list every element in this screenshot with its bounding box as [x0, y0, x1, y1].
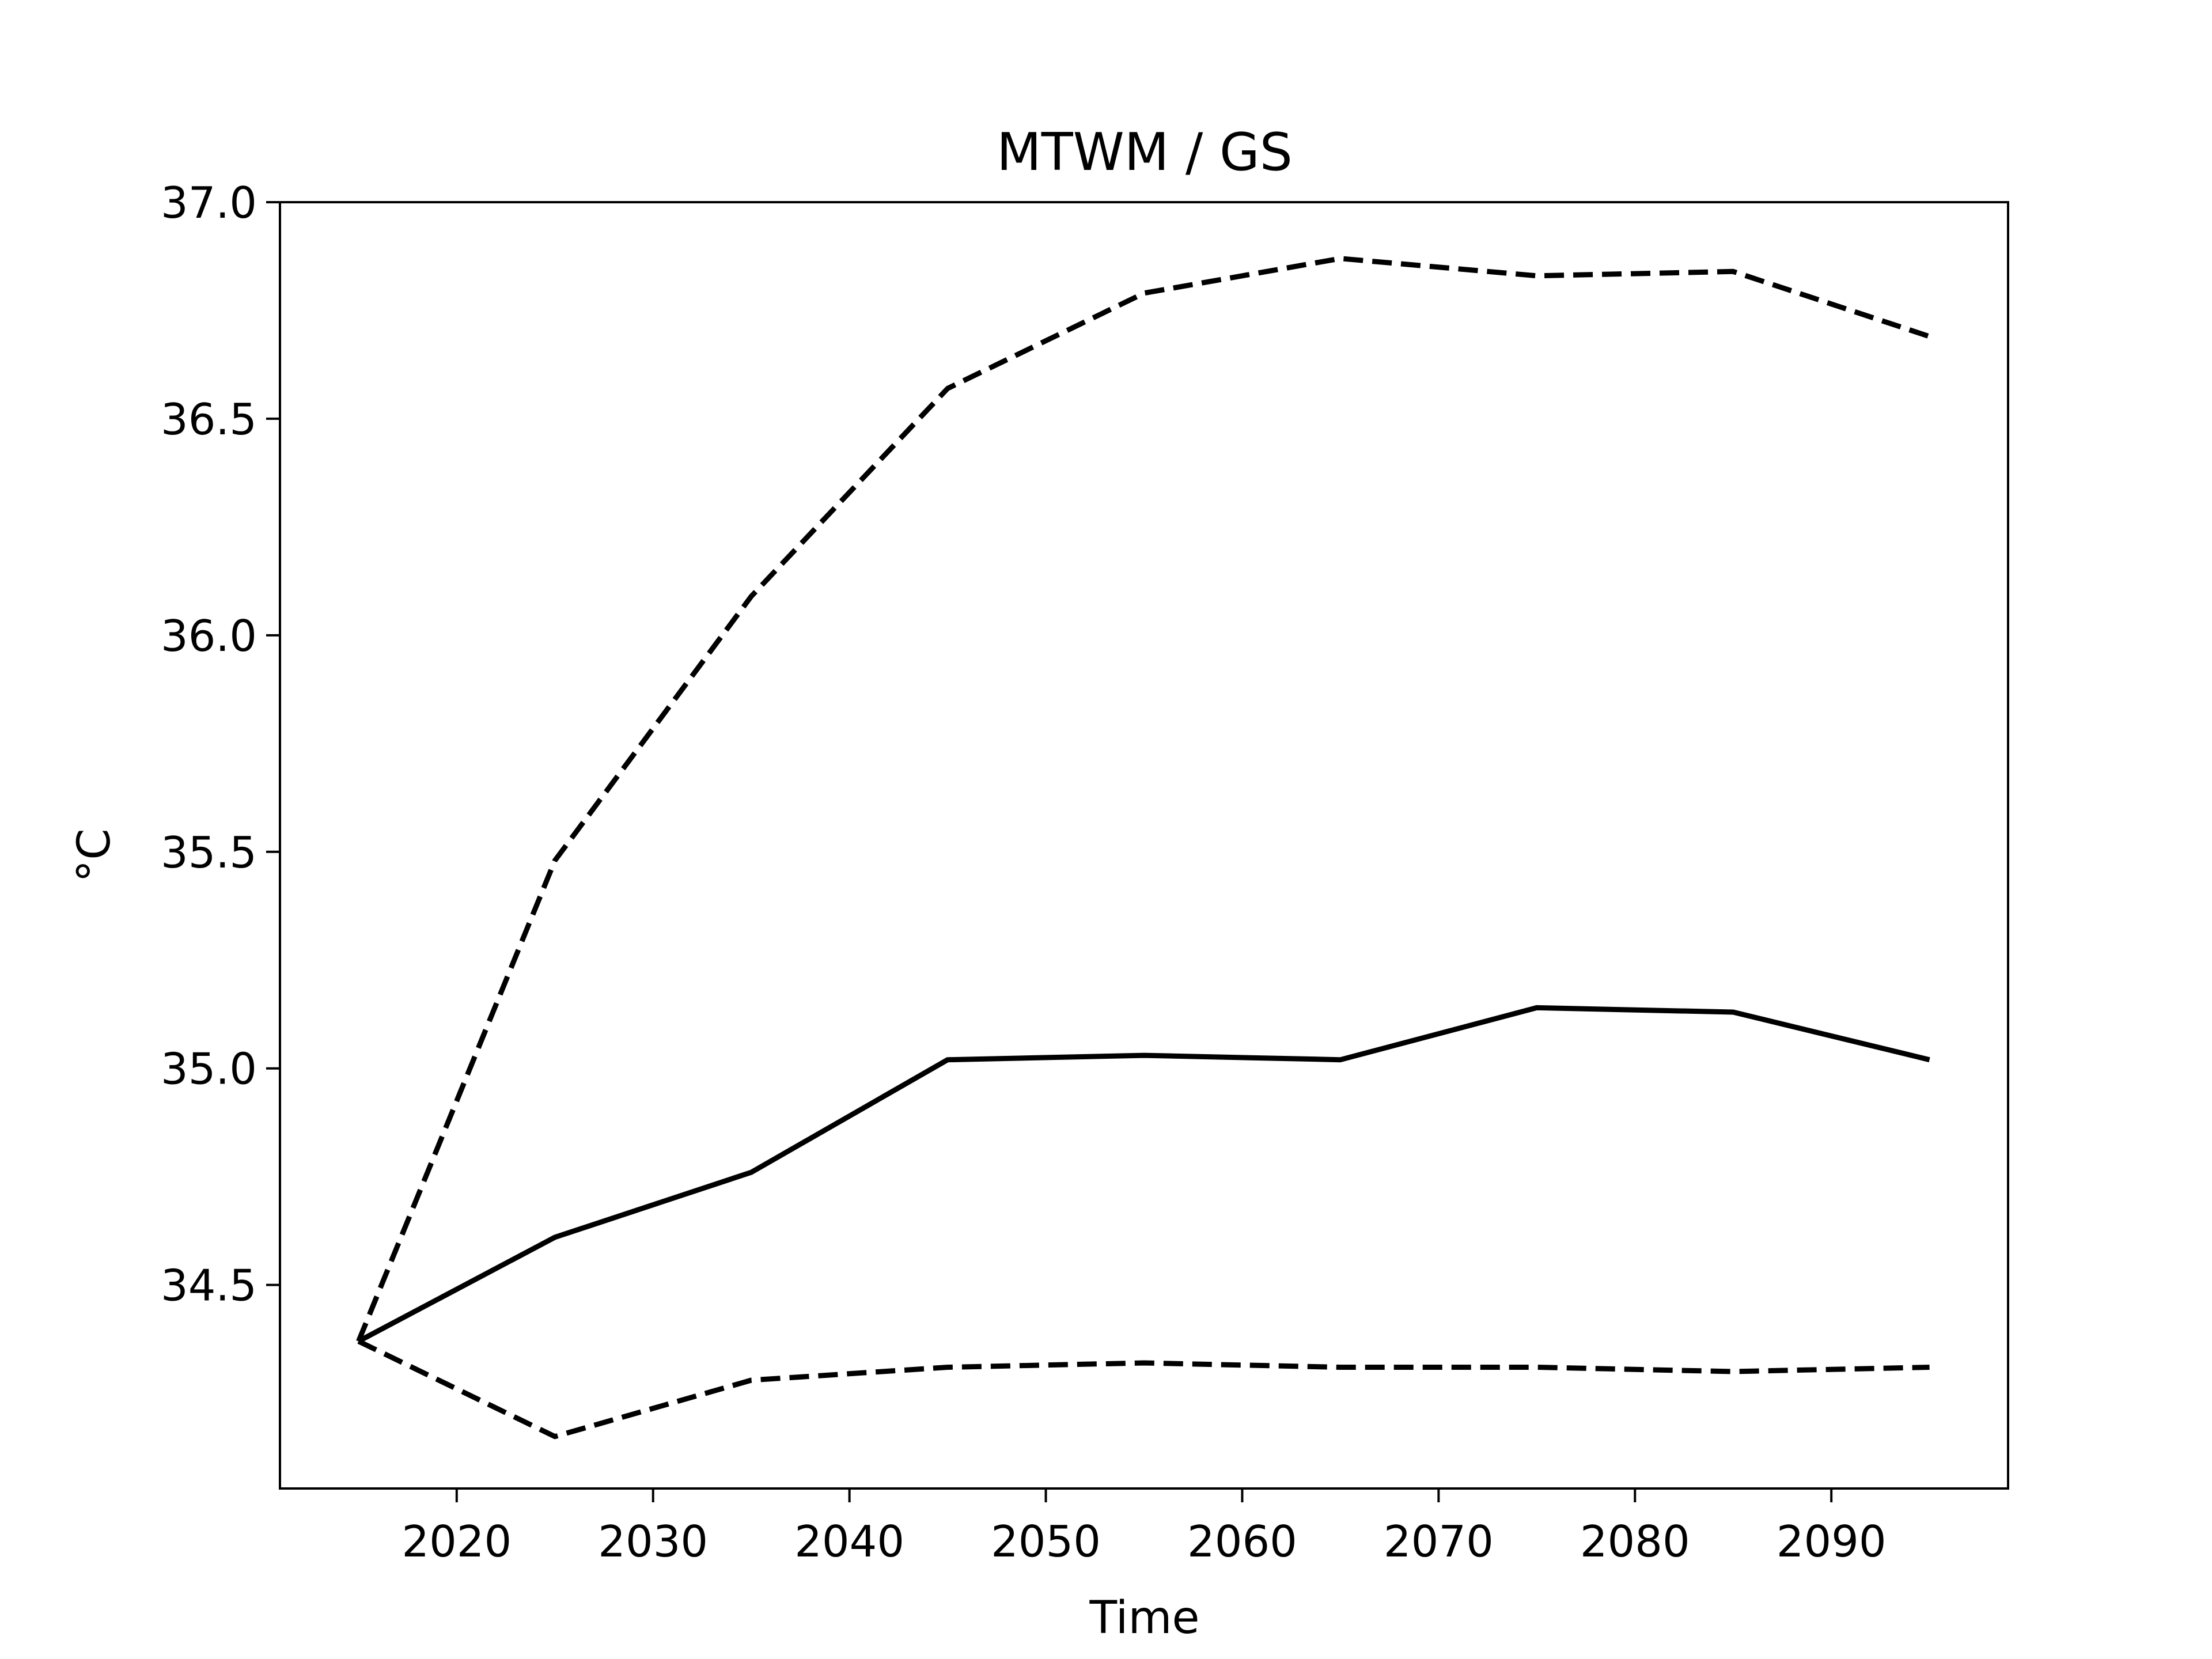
plot-area: [356, 256, 1931, 1440]
y-tick-label: 35.0: [161, 1044, 257, 1094]
x-tick-label: 2070: [1384, 1516, 1494, 1567]
x-tick-label: 2090: [1777, 1516, 1887, 1567]
y-tick-label: 37.0: [161, 177, 257, 228]
y-tick-label: 35.5: [161, 827, 257, 878]
x-tick-label: 2060: [1187, 1516, 1297, 1567]
chart-title: MTWM / GS: [997, 122, 1293, 183]
x-tick-label: 2080: [1580, 1516, 1690, 1567]
y-axis-label: °C: [69, 828, 120, 882]
x-tick-label: 2040: [794, 1516, 904, 1567]
y-tick-label: 34.5: [161, 1260, 257, 1311]
dashed-series-line-2: [357, 1339, 1930, 1440]
dashed-series-line-1: [356, 256, 1931, 1343]
x-axis-label: Time: [1089, 1592, 1200, 1644]
y-tick-label: 36.5: [161, 394, 257, 445]
solid-series-line-0: [357, 1005, 1930, 1344]
x-tick-label: 2050: [991, 1516, 1101, 1567]
plot-frame: [279, 201, 2009, 1490]
y-tick-label: 36.0: [161, 611, 257, 661]
y-axis: 34.5 35.0 35.5 36.0 36.5 37.0: [161, 177, 280, 1311]
x-axis: 2020 2030 2040 2050 2060 2070 2080 2090: [402, 1488, 1887, 1567]
x-tick-label: 2020: [402, 1516, 512, 1567]
x-tick-label: 2030: [598, 1516, 708, 1567]
